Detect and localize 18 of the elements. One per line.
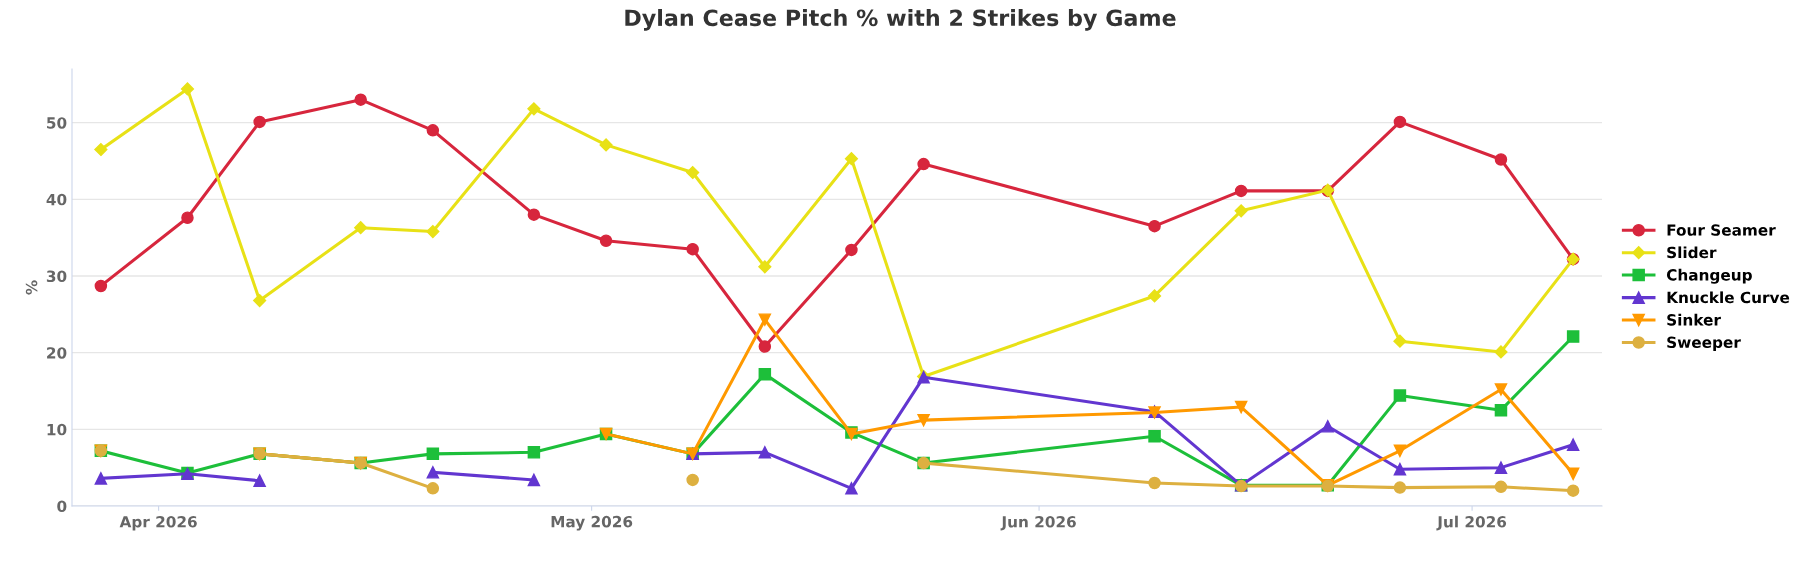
legend-label: Knuckle Curve <box>1667 291 1790 304</box>
legend-label: Slider <box>1667 246 1717 259</box>
x-tick-label: May 2026 <box>551 515 633 531</box>
x-tick-label: Jul 2026 <box>1436 515 1507 531</box>
y-tick-label: 30 <box>46 270 67 283</box>
y-tick-label: 10 <box>47 423 67 436</box>
x-tick-label: Jun 2026 <box>1000 515 1076 531</box>
y-tick-label: 40 <box>46 193 67 206</box>
legend-label: Sweeper <box>1667 336 1741 352</box>
chart-title: Dylan Cease Pitch % with 2 Strikes by Game <box>625 8 1176 31</box>
legend-label: Sinker <box>1667 313 1721 326</box>
legend-label: Changeup <box>1666 268 1752 284</box>
legend-label: Four Seamer <box>1667 224 1776 236</box>
y-axis-title: % <box>25 280 38 295</box>
y-tick-label: 0 <box>57 500 67 513</box>
x-tick-label: Apr 2026 <box>119 515 197 531</box>
y-tick-label: 50 <box>47 117 67 129</box>
y-tick-label: 20 <box>47 347 67 359</box>
